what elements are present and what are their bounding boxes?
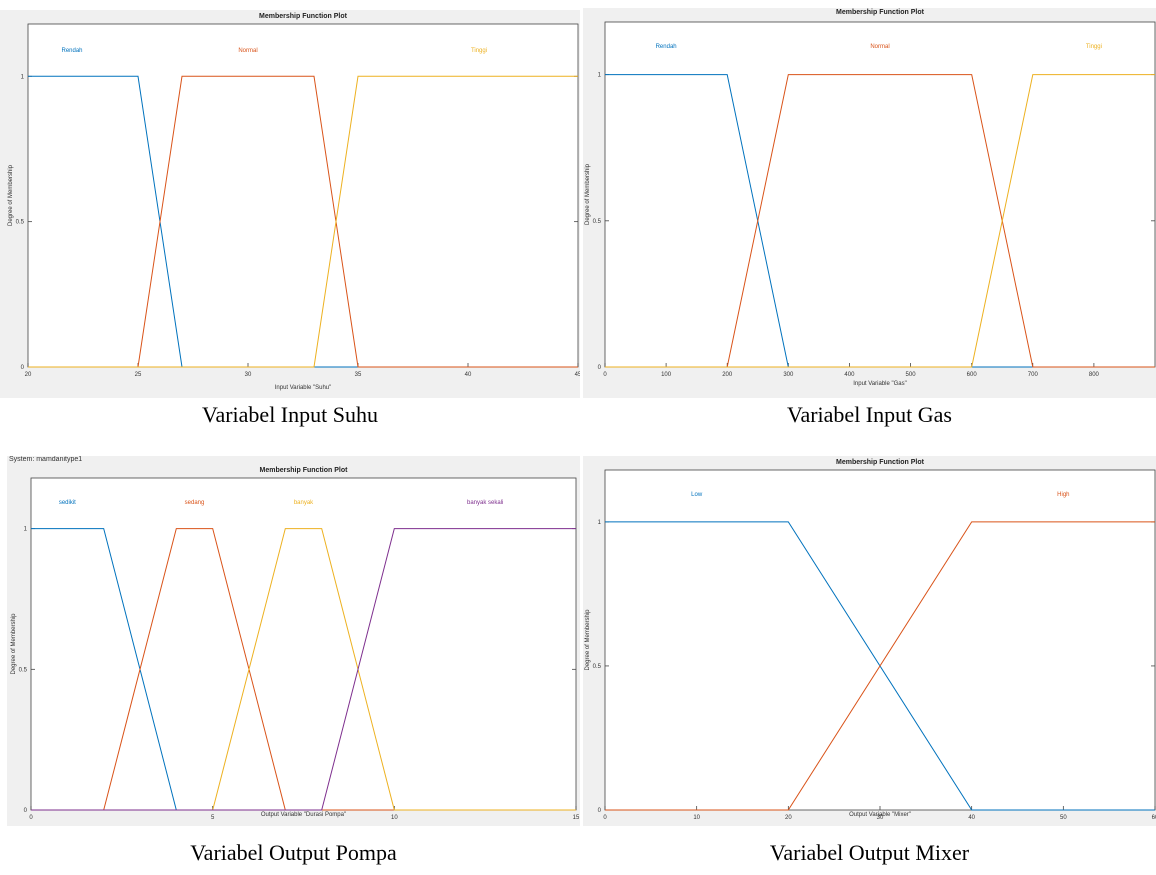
- y-tick-label: 0: [21, 365, 25, 371]
- plot-window-mixer: Membership Function Plot 0 0.5 1 0 10 20 30 40 50…: [583, 456, 1156, 826]
- x-tick-label: 5: [211, 815, 215, 821]
- series-label: Normal: [870, 44, 889, 50]
- y-tick-label: 0.5: [19, 667, 28, 673]
- series-label: banyak sekali: [467, 500, 503, 506]
- membership-plot-gas: Membership Function Plot 0 0.5 1 0 100 200 300 4…: [583, 8, 1156, 387]
- x-tick-label: 700: [1028, 372, 1039, 378]
- y-tick-label: 0.5: [16, 220, 25, 226]
- x-tick-label: 500: [906, 372, 917, 378]
- x-tick-label: 30: [877, 815, 884, 821]
- series-line-tinggi: [605, 74, 1155, 368]
- title-bar: [0, 10, 580, 22]
- chart-title: Membership Function Plot: [260, 467, 349, 474]
- x-tick-label: 50: [1060, 815, 1067, 821]
- x-tick-label: 35: [355, 372, 362, 378]
- chart-title: Membership Function Plot: [836, 9, 925, 16]
- y-tick-label: 0.5: [593, 664, 602, 670]
- series-line-high: [605, 521, 1155, 811]
- plot-window-pompa: Membership Function Plot 0 0.5 1 0 5 10 15 Outpu…: [7, 456, 580, 826]
- title-bar: [7, 456, 580, 476]
- plot-area: [604, 21, 1156, 368]
- y-tick-label: 0: [598, 808, 602, 814]
- x-tick-label: 0: [603, 372, 607, 378]
- x-tick-label: 400: [844, 372, 855, 378]
- x-tick-label: 300: [783, 372, 794, 378]
- y-tick-label: 1: [598, 520, 602, 526]
- x-tick-label: 10: [693, 815, 700, 821]
- x-tick-label: 25: [135, 372, 142, 378]
- y-tick-label: 0: [598, 365, 602, 371]
- x-tick-label: 600: [967, 372, 978, 378]
- series-label: banyak: [294, 500, 314, 506]
- plot-area: [604, 469, 1156, 811]
- title-bar: [583, 456, 1156, 468]
- y-axis-label: Degree of Membership: [8, 164, 14, 226]
- x-tick-label: 20: [785, 815, 792, 821]
- chart-title: Membership Function Plot: [836, 459, 925, 466]
- caption-gas: Variabel Input Gas: [787, 402, 952, 427]
- caption-suhu: Variabel Input Suhu: [202, 402, 378, 427]
- x-tick-label: 20: [25, 372, 32, 378]
- y-tick-label: 1: [598, 73, 602, 79]
- membership-plot-suhu: Membership Function Plot 0 0.5 1 20 25 30 35 40 4…: [0, 10, 580, 391]
- y-axis-label: Degree of Membership: [11, 613, 17, 675]
- series-label: Low: [691, 492, 703, 498]
- x-tick-label: 10: [391, 815, 398, 821]
- caption-mixer: Variabel Output Mixer: [769, 840, 970, 865]
- series-label: High: [1057, 492, 1069, 498]
- x-tick-label: 0: [603, 815, 607, 821]
- chart-title: Membership Function Plot: [259, 13, 348, 20]
- plot-window-gas: Membership Function Plot 0 0.5 1 0 100 200 300 4…: [583, 8, 1156, 398]
- x-tick-label: 60: [1152, 815, 1156, 821]
- series-label: sedang: [185, 500, 205, 506]
- x-tick-label: 800: [1089, 372, 1100, 378]
- x-tick-label: 40: [968, 815, 975, 821]
- series-label: Rendah: [61, 48, 82, 54]
- series-label: Tinggi: [1086, 44, 1102, 50]
- series-label: Normal: [238, 48, 257, 54]
- x-axis-label: Input Variable "Gas": [853, 381, 907, 387]
- system-label: System: mamdanitype1: [9, 456, 83, 463]
- plot-window-suhu: Membership Function Plot 0 0.5 1 20 25 30 35 40 4…: [0, 10, 580, 398]
- series-label: Tinggi: [471, 48, 487, 54]
- x-tick-label: 45: [575, 372, 580, 378]
- x-tick-label: 30: [245, 372, 252, 378]
- y-tick-label: 0: [24, 808, 28, 814]
- y-tick-label: 0.5: [593, 219, 602, 225]
- x-tick-label: 100: [661, 372, 672, 378]
- series-line-tinggi: [28, 75, 578, 368]
- title-bar: [583, 8, 1156, 20]
- plot-area: [27, 23, 579, 368]
- y-tick-label: 1: [24, 527, 28, 533]
- y-axis-label: Degree of Membership: [585, 163, 591, 225]
- x-tick-label: 0: [29, 815, 33, 821]
- y-axis-label: Degree of Membership: [585, 609, 591, 671]
- x-tick-label: 15: [573, 815, 580, 821]
- series-label: Rendah: [656, 44, 677, 50]
- x-tick-label: 40: [465, 372, 472, 378]
- x-axis-label: Input Variable "Suhu": [275, 385, 332, 391]
- plot-area: [30, 477, 577, 811]
- x-axis-label: Output Variable "Durasi Pompa": [261, 812, 346, 818]
- caption-pompa: Variabel Output Pompa: [190, 840, 397, 865]
- y-tick-label: 1: [21, 74, 25, 80]
- series-line-banyak-sekali: [31, 528, 576, 811]
- series-label: sedikit: [59, 500, 76, 506]
- x-tick-label: 200: [722, 372, 733, 378]
- x-axis-label: Output Variable "Mixer": [849, 812, 911, 818]
